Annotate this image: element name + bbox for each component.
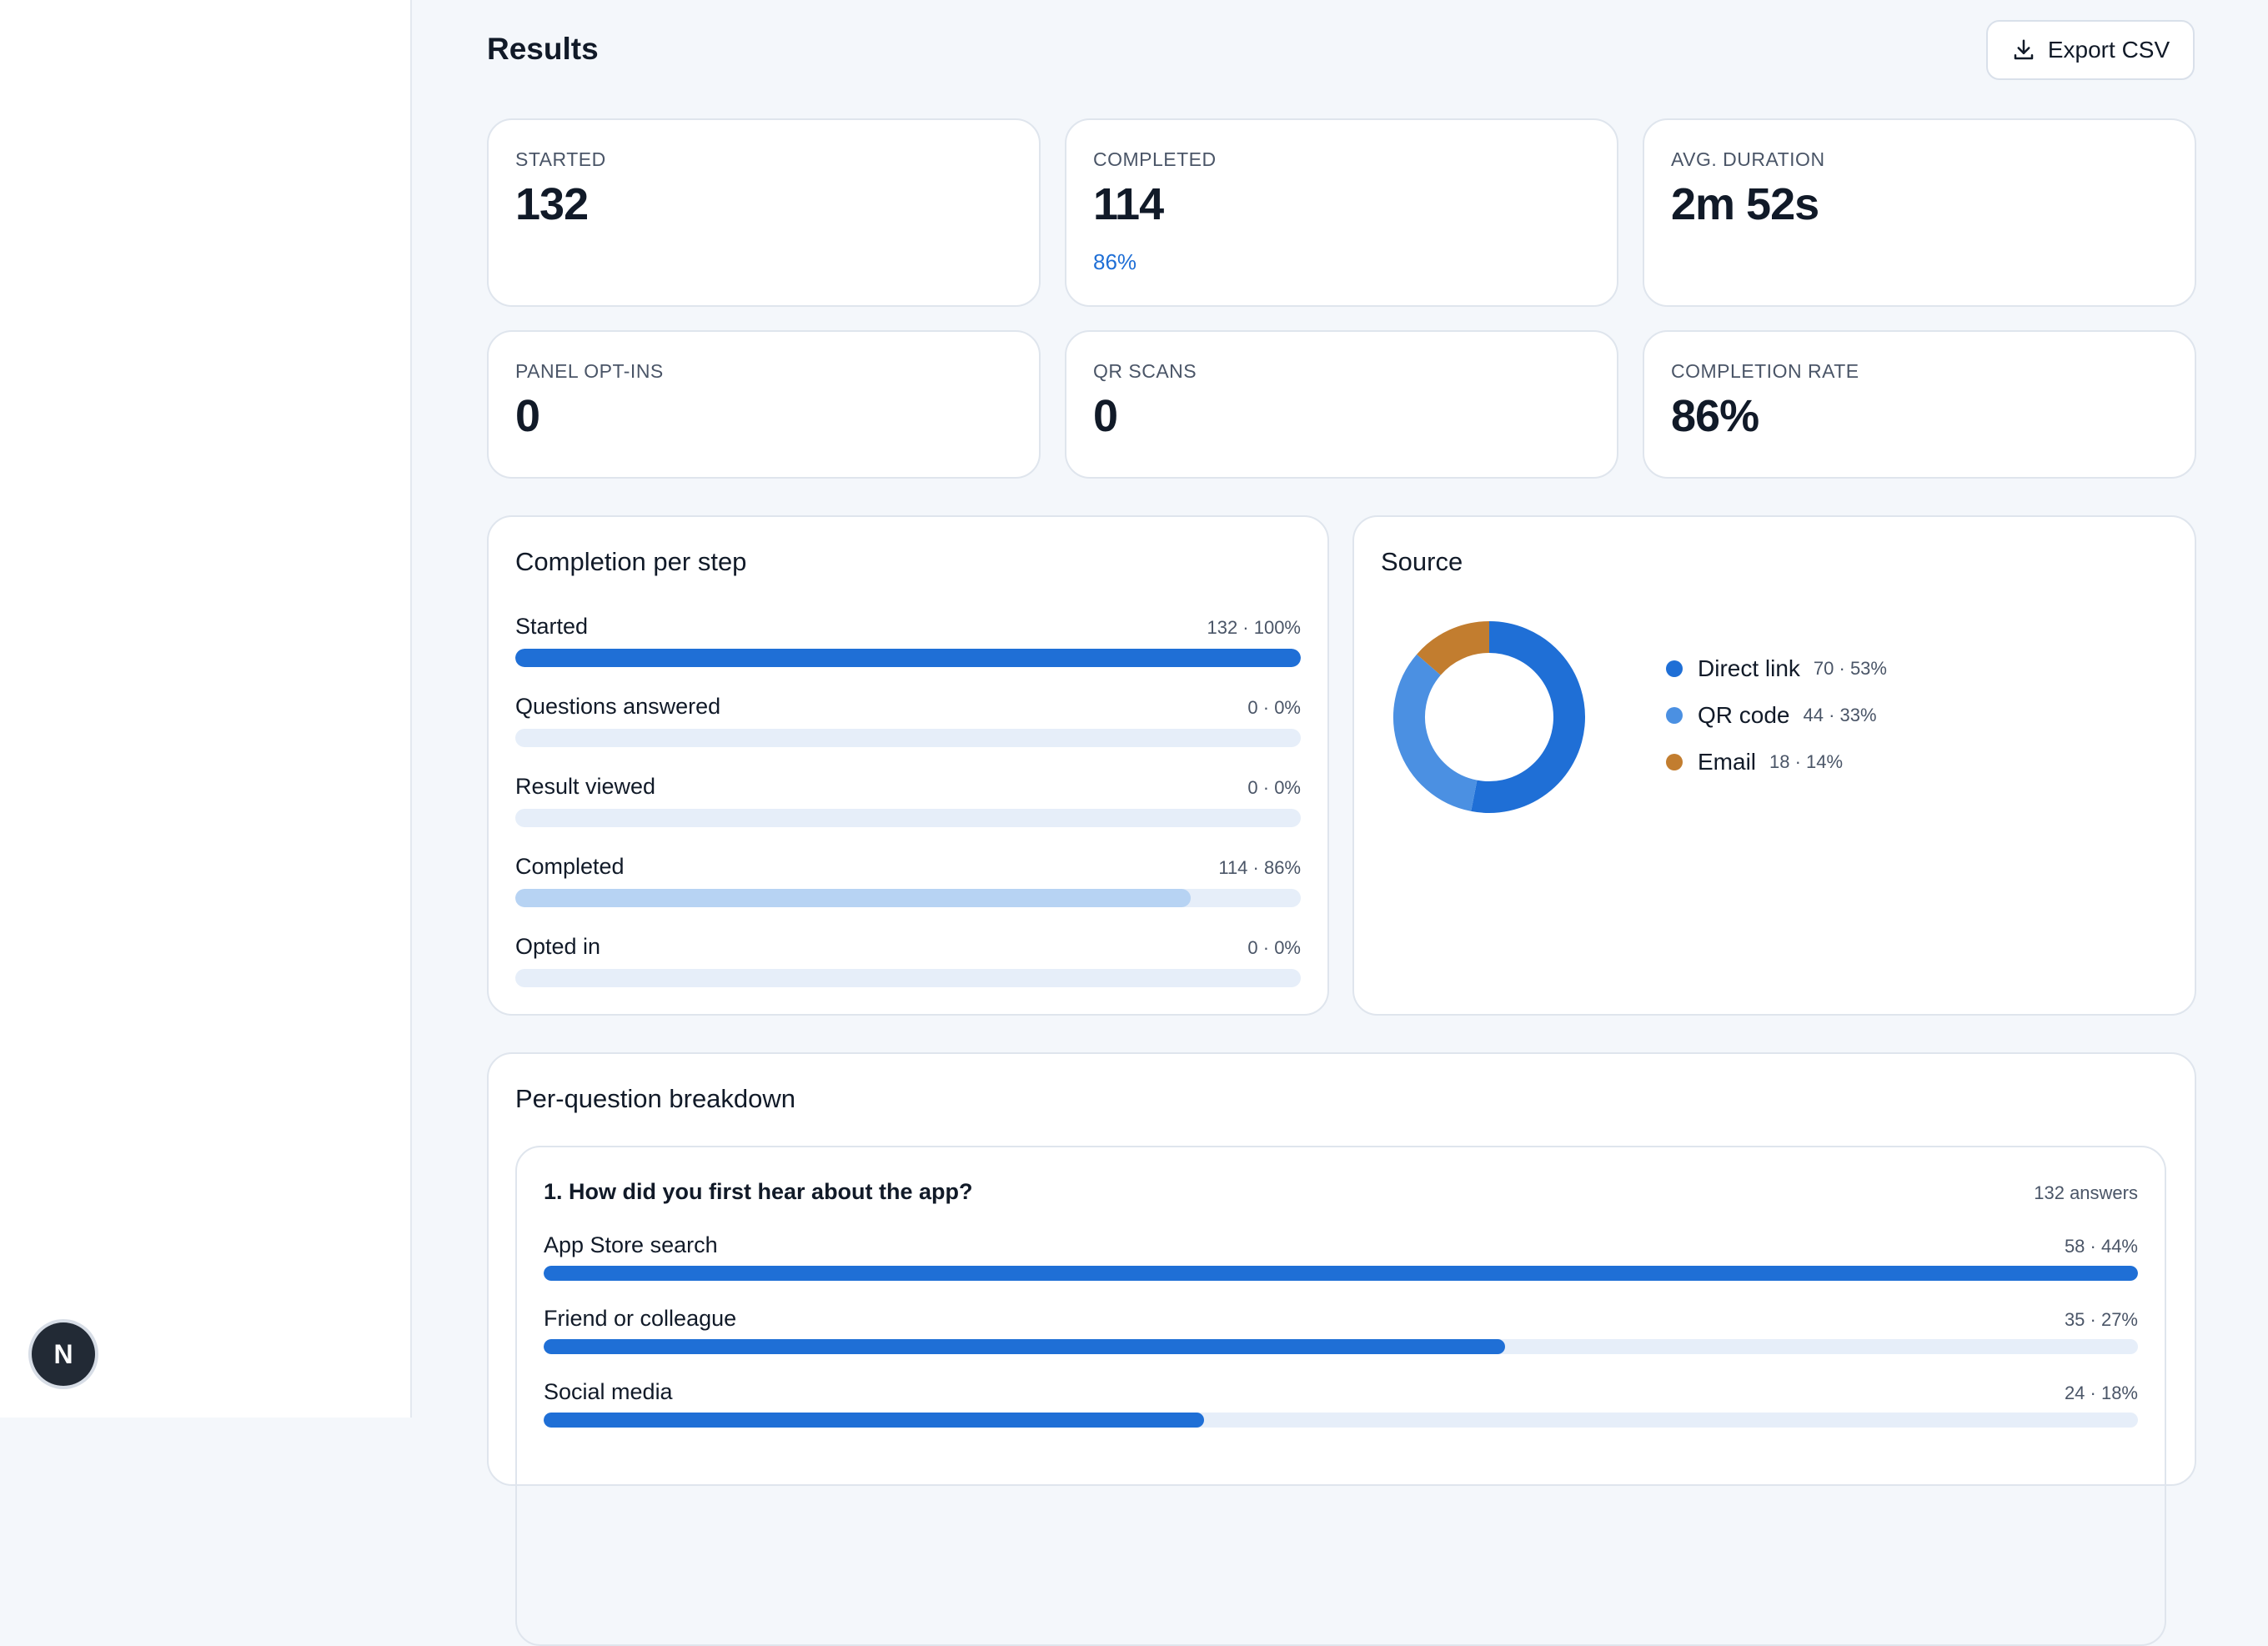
step-progress-track [515,969,1301,987]
donut-slice-email [1417,621,1490,676]
stat-value: 86% [1671,391,1759,441]
legend-meta: 44 · 33% [1803,705,1877,725]
card-title: Per-question breakdown [515,1084,796,1113]
stat-label: QR SCANS [1093,360,1197,382]
page-title: Results [487,32,599,66]
answer-progress-track [544,1339,2138,1354]
answer-option-label: Friend or colleague [544,1306,737,1331]
answer-option-meta: 24 · 18% [2064,1383,2138,1403]
card-title: Source [1381,547,1463,576]
legend-item: Email 18 · 14% [1666,745,1843,779]
legend-item: Direct link 70 · 53% [1666,652,1887,685]
stat-label: PANEL OPT-INS [515,360,664,382]
answer-option-row: App Store search 58 · 44% [544,1232,2138,1299]
question-block: 1. How did you first hear about the app?… [515,1146,2166,1646]
step-row: Questions answered 0 · 0% [515,694,1301,760]
question-title: 1. How did you first hear about the app? [544,1179,973,1204]
step-row: Started 132 · 100% [515,614,1301,680]
stat-subvalue: 86% [1093,249,1137,274]
step-row: Completed 114 · 86% [515,854,1301,921]
stat-label: COMPLETED [1093,148,1217,170]
answer-option-row: Social media 24 · 18% [544,1379,2138,1446]
legend-label: QR code [1698,702,1790,728]
card-title: Completion per step [515,547,747,576]
answer-progress-track [544,1266,2138,1281]
step-progress-track [515,889,1301,907]
step-name: Opted in [515,934,601,959]
donut-slice-direct-link [1471,621,1585,813]
step-name: Completed [515,854,625,879]
export-csv-label: Export CSV [2047,37,2170,63]
answer-progress-fill [544,1413,1204,1428]
answer-option-meta: 58 · 44% [2064,1236,2138,1257]
legend-dot [1666,660,1683,677]
step-meta: 114 · 86% [1218,857,1301,878]
stat-card-panel-opt-ins: PANEL OPT-INS 0 [487,330,1041,479]
answer-progress-track [544,1413,2138,1428]
stat-card-completion-rate: COMPLETION RATE 86% [1643,330,2196,479]
stat-card-completed: COMPLETED 114 86% [1065,118,1618,307]
stat-label: COMPLETION RATE [1671,360,1859,382]
step-progress-track [515,649,1301,667]
step-row: Opted in 0 · 0% [515,934,1301,1001]
sidebar: N [0,0,412,1418]
source-card: Source Direct link 70 · 53% QR code 44 · 33… [1352,515,2196,1016]
download-icon [2014,39,2034,60]
stat-card-avg-duration: AVG. DURATION 2m 52s [1643,118,2196,307]
step-meta: 132 · 100% [1207,617,1301,638]
stat-card-qr-scans: QR SCANS 0 [1065,330,1618,479]
avatar-initial: N [53,1338,73,1369]
stat-value: 0 [1093,391,1118,441]
legend-label: Email [1698,749,1757,775]
step-progress-fill [515,649,1301,667]
stat-value: 2m 52s [1671,179,1819,229]
stat-value: 0 [515,391,540,441]
avatar[interactable]: N [32,1322,95,1386]
step-meta: 0 · 0% [1247,777,1301,798]
step-meta: 0 · 0% [1247,697,1301,718]
step-name: Started [515,614,589,639]
legend-dot [1666,707,1683,724]
answer-progress-fill [544,1339,1505,1354]
legend-meta: 18 · 14% [1769,751,1844,772]
stat-card-started: STARTED 132 [487,118,1041,307]
step-progress-fill [515,889,1192,907]
stat-label: STARTED [515,148,606,170]
step-progress-track [515,729,1301,747]
answer-progress-fill [544,1266,2138,1281]
answer-option-label: App Store search [544,1232,718,1257]
stat-value: 114 [1093,179,1164,229]
question-answer-count: 132 answers [2034,1182,2138,1203]
answer-option-row: Friend or colleague 35 · 27% [544,1306,2138,1373]
export-csv-button[interactable]: Export CSV [1986,20,2195,80]
main-content: Results Export CSV STARTED 132 COMPLETED… [487,0,2196,1646]
source-donut-chart [1393,621,1585,813]
answer-option-label: Social media [544,1379,673,1404]
step-name: Questions answered [515,694,721,719]
legend-item: QR code 44 · 33% [1666,699,1877,732]
step-name: Result viewed [515,774,656,799]
stat-label: AVG. DURATION [1671,148,1825,170]
step-progress-track [515,809,1301,827]
step-meta: 0 · 0% [1247,937,1301,958]
legend-label: Direct link [1698,655,1800,681]
step-row: Result viewed 0 · 0% [515,774,1301,841]
legend-meta: 70 · 53% [1813,658,1887,679]
donut-slice-qr-code [1393,654,1478,811]
answer-option-meta: 35 · 27% [2064,1309,2138,1330]
stat-value: 132 [515,179,589,229]
legend-dot [1666,754,1683,770]
completion-per-step-card: Completion per step Started 132 · 100% Que… [487,515,1329,1016]
per-question-breakdown-card: Per-question breakdown 1. How did you fi… [487,1052,2196,1646]
